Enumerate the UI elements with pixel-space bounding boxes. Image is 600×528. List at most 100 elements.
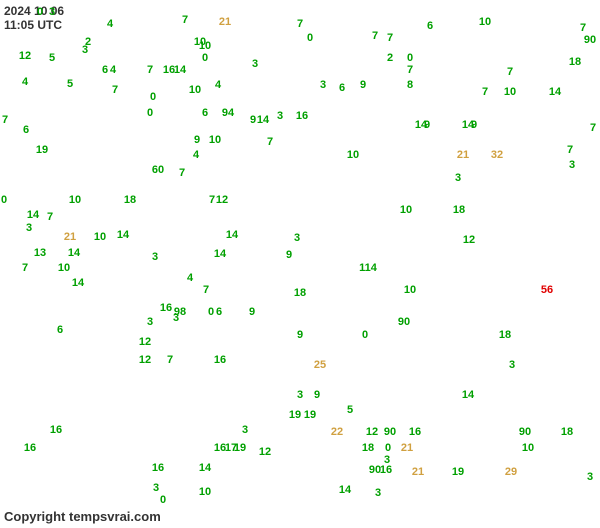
- data-point: 10: [199, 40, 211, 52]
- data-point: 90: [584, 34, 596, 46]
- data-point: 12: [139, 354, 151, 366]
- data-point: 14: [549, 86, 561, 98]
- data-point: 9: [360, 79, 366, 91]
- data-point: 10: [69, 194, 81, 206]
- data-point: 7: [590, 122, 596, 134]
- data-point: 0: [202, 52, 208, 64]
- data-point: 18: [453, 204, 465, 216]
- data-point: 7: [112, 84, 118, 96]
- data-point: 0: [307, 32, 313, 44]
- data-point: 3: [173, 312, 179, 324]
- data-point: 21: [412, 466, 424, 478]
- data-point: 114: [359, 262, 377, 274]
- data-point: 3: [455, 172, 461, 184]
- data-point: 0: [37, 6, 43, 18]
- data-point: 5: [347, 404, 353, 416]
- data-point: 3: [587, 471, 593, 483]
- data-point: 0: [385, 442, 391, 454]
- data-point: 9: [249, 306, 255, 318]
- data-point: 3: [252, 58, 258, 70]
- data-point: 18: [294, 287, 306, 299]
- data-point: 3: [294, 232, 300, 244]
- data-point: 7: [167, 354, 173, 366]
- data-point: 22: [331, 426, 343, 438]
- data-point: 7: [147, 64, 153, 76]
- data-point: 90: [398, 316, 410, 328]
- data-point: 14: [462, 389, 474, 401]
- data-point: 18: [561, 426, 573, 438]
- data-point: 16: [296, 110, 308, 122]
- data-point: 6: [339, 82, 345, 94]
- data-point: 29: [505, 466, 517, 478]
- data-point: 7: [179, 167, 185, 179]
- data-point: 94: [222, 107, 234, 119]
- data-point: 3: [569, 159, 575, 171]
- data-point: 21: [219, 16, 231, 28]
- data-point: 3: [320, 79, 326, 91]
- data-point: 14: [214, 248, 226, 260]
- data-point: 14: [226, 229, 238, 241]
- data-point: 14: [117, 229, 129, 241]
- data-point: 12: [259, 446, 271, 458]
- data-point: 2: [387, 52, 393, 64]
- data-point: 12: [139, 336, 151, 348]
- data-point: 7: [2, 114, 8, 126]
- data-point: 3: [375, 487, 381, 499]
- data-point: 12: [216, 194, 228, 206]
- data-point: 7: [372, 30, 378, 42]
- data-point: 56: [541, 284, 553, 296]
- data-point: 5: [49, 52, 55, 64]
- data-point: 12: [463, 234, 475, 246]
- data-point: 7: [297, 18, 303, 30]
- data-point: 16: [50, 424, 62, 436]
- data-point: 14: [199, 462, 211, 474]
- data-point: 7: [182, 14, 188, 26]
- data-point: 19: [234, 442, 246, 454]
- data-point: 7: [407, 64, 413, 76]
- data-point: 10: [94, 231, 106, 243]
- data-point: 14: [174, 64, 186, 76]
- data-point: 18: [362, 442, 374, 454]
- data-point: 3: [152, 251, 158, 263]
- data-point: 4: [107, 18, 113, 30]
- data-point: 5: [67, 78, 73, 90]
- data-point: 10: [209, 134, 221, 146]
- data-point: 4: [215, 79, 221, 91]
- data-point: 14: [257, 114, 269, 126]
- data-point: 7: [567, 144, 573, 156]
- data-point: 90: [519, 426, 531, 438]
- data-point: 19: [452, 466, 464, 478]
- data-point: 9: [297, 329, 303, 341]
- data-point: 3: [509, 359, 515, 371]
- data-point: 18: [124, 194, 136, 206]
- data-point: 10: [479, 16, 491, 28]
- data-point: 0: [407, 52, 413, 64]
- data-point: 10: [400, 204, 412, 216]
- data-point: 10: [199, 486, 211, 498]
- data-point: 4: [187, 272, 193, 284]
- data-point: 0: [150, 91, 156, 103]
- data-point: 9: [250, 114, 256, 126]
- data-point: 16: [160, 302, 172, 314]
- data-point: 0: [160, 494, 166, 506]
- data-point: 0: [208, 306, 214, 318]
- data-point: 6: [427, 20, 433, 32]
- copyright-label: Copyright tempsvrai.com: [4, 509, 161, 524]
- data-point: 3: [297, 389, 303, 401]
- data-point: 19: [289, 409, 301, 421]
- data-point: 16: [24, 442, 36, 454]
- data-point: 3: [242, 424, 248, 436]
- data-point: 10: [522, 442, 534, 454]
- data-point: 16: [214, 354, 226, 366]
- data-point: 14: [27, 209, 39, 221]
- data-point: 16: [409, 426, 421, 438]
- data-point: 9: [194, 134, 200, 146]
- data-point: 21: [64, 231, 76, 243]
- data-point: 10: [58, 262, 70, 274]
- data-point: 18: [569, 56, 581, 68]
- data-point: 6: [57, 324, 63, 336]
- data-point: 60: [152, 164, 164, 176]
- data-point: 9: [286, 249, 292, 261]
- data-point: 10: [504, 86, 516, 98]
- time-label: 11:05 UTC: [4, 18, 64, 32]
